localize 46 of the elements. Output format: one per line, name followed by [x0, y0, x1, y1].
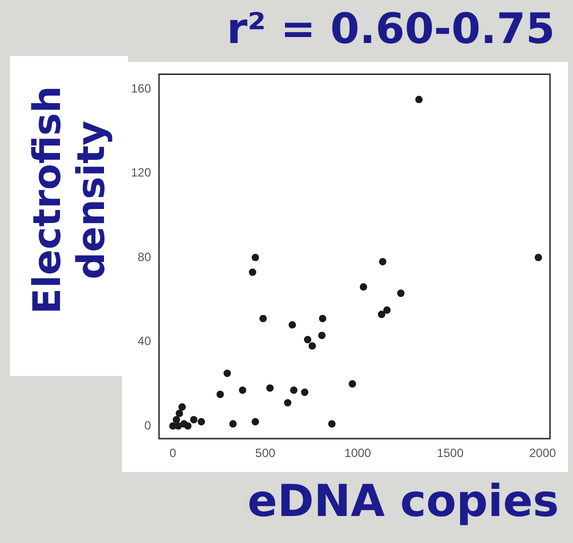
point [378, 310, 386, 318]
point [284, 399, 292, 406]
point [318, 314, 326, 322]
point [172, 416, 180, 424]
point [198, 418, 206, 426]
point [174, 422, 182, 430]
point [348, 380, 356, 388]
point [288, 321, 296, 329]
point [379, 258, 386, 266]
y-tick-label: 160 [130, 81, 152, 96]
point [534, 254, 542, 262]
x-tick-label: 2000 [529, 446, 556, 460]
y-tick-label: 80 [138, 250, 152, 264]
point [397, 290, 405, 297]
point [224, 370, 231, 378]
point [238, 386, 246, 394]
point [229, 420, 237, 428]
point [178, 403, 186, 411]
point [318, 332, 326, 340]
point [383, 306, 391, 314]
point [290, 386, 298, 394]
point [252, 418, 260, 426]
x-tick-label: 0 [170, 446, 177, 460]
point [328, 420, 336, 428]
point [252, 254, 260, 262]
point [360, 283, 368, 291]
y-axis-title: Electrofish density [25, 84, 113, 316]
point [176, 410, 184, 418]
chart-title: r² = 0.60-0.75 [226, 4, 555, 53]
point [300, 388, 308, 396]
y-tick-label: 40 [138, 334, 152, 348]
point [180, 420, 188, 428]
point [259, 314, 267, 322]
point [216, 390, 224, 398]
point [304, 336, 312, 344]
y-tick-label: 0 [144, 418, 152, 432]
point [248, 268, 256, 276]
point [308, 342, 316, 350]
x-axis-title: eDNA copies [248, 476, 559, 527]
x-tick-label: 1000 [344, 446, 372, 460]
point [266, 384, 274, 392]
x-tick-label: 1500 [436, 446, 464, 460]
x-tick-label: 500 [255, 446, 276, 460]
point [415, 96, 423, 104]
point [190, 416, 198, 424]
y-tick-label: 120 [130, 166, 152, 180]
